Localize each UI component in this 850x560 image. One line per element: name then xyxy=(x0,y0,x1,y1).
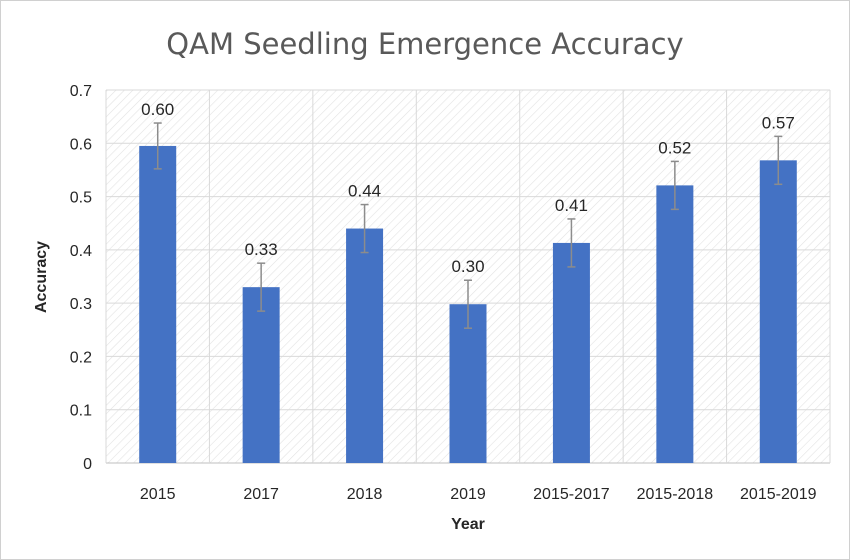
y-tick-label: 0.1 xyxy=(70,403,92,420)
x-axis-ticks: 2015 2017 2018 2019 2015-2017 2015-2018 2015-2… xyxy=(140,486,817,503)
x-axis-title: Year xyxy=(451,516,485,533)
bars xyxy=(139,145,797,464)
chart-title: QAM Seedling Emergence Accuracy xyxy=(166,27,683,61)
x-tick-label: 2015-2017 xyxy=(533,486,610,503)
y-axis-ticks: 0 0.1 0.2 0.3 0.4 0.5 0.6 0.7 xyxy=(70,83,92,473)
y-tick-label: 0.2 xyxy=(70,349,92,366)
error-bar xyxy=(360,203,369,254)
error-bar xyxy=(464,279,472,329)
data-label: 0.52 xyxy=(658,138,691,157)
y-tick-label: 0.4 xyxy=(70,243,92,260)
error-bars xyxy=(153,122,783,329)
data-label: 0.41 xyxy=(555,196,588,215)
bar xyxy=(656,185,694,464)
bar xyxy=(139,145,177,463)
data-labels: 0.60 0.33 0.44 0.30 0.41 0.52 0.57 xyxy=(141,100,795,276)
bar xyxy=(552,242,590,463)
x-tick-label: 2015-2018 xyxy=(637,486,714,503)
bar xyxy=(346,228,384,463)
x-tick-label: 2019 xyxy=(450,486,486,503)
error-bar xyxy=(774,135,783,186)
x-tick-label: 2017 xyxy=(243,486,279,503)
y-tick-label: 0.3 xyxy=(70,296,92,313)
bar xyxy=(449,304,487,463)
y-axis-title: Accuracy xyxy=(33,241,50,313)
data-label: 0.57 xyxy=(762,113,795,132)
error-bar xyxy=(670,160,679,211)
error-bar xyxy=(567,218,576,268)
x-tick-label: 2018 xyxy=(347,486,383,503)
error-bar xyxy=(153,122,162,170)
x-tick-label: 2015-2019 xyxy=(740,486,817,503)
error-bar xyxy=(257,262,266,312)
y-tick-label: 0.5 xyxy=(70,190,92,207)
data-label: 0.33 xyxy=(245,240,278,259)
data-label: 0.44 xyxy=(348,182,381,201)
y-tick-label: 0 xyxy=(83,456,92,473)
data-label: 0.60 xyxy=(141,100,174,119)
bar xyxy=(242,287,280,463)
bar xyxy=(759,160,797,463)
y-tick-label: 0.6 xyxy=(70,136,92,153)
data-label: 0.30 xyxy=(451,257,484,276)
y-tick-label: 0.7 xyxy=(70,83,92,100)
x-tick-label: 2015 xyxy=(140,486,176,503)
